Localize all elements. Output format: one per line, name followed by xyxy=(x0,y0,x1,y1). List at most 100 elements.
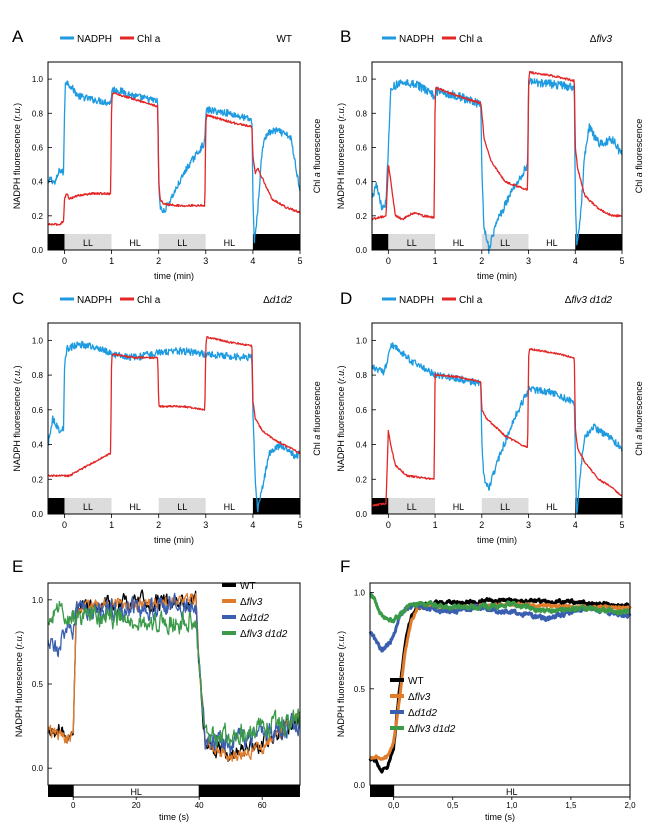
y-tick-label: 0.0 xyxy=(354,781,366,790)
y-tick-label: 0.0 xyxy=(32,510,44,519)
y-tick-label: 0.4 xyxy=(32,441,44,450)
x-tick-label: 2 xyxy=(479,256,484,266)
panel-letter: C xyxy=(12,289,24,308)
series-line-nadph xyxy=(371,342,623,515)
panel-B: B LL HL LL HL 0.0 0.2 0.4 0.6 0.8 1.0 0 1 2 3 4 5 time (m… xyxy=(336,27,644,281)
y-axis-label: NADPH fluorescence (r.u.) xyxy=(12,103,22,209)
x-axis-label: time (min) xyxy=(154,535,194,545)
light-bar-label: HL xyxy=(453,502,465,512)
light-bar-segment xyxy=(111,498,159,514)
y-tick-label: 0.2 xyxy=(32,475,44,484)
light-bar-segment xyxy=(575,234,622,250)
series-line-δflv3-d1d2 xyxy=(369,591,631,624)
light-bar-label: LL xyxy=(500,238,510,248)
light-bar-segment xyxy=(528,234,576,250)
x-tick-label: 1 xyxy=(433,256,438,266)
strain-label: Δflv3 d1d2 xyxy=(565,295,613,306)
legend-label: Chl a xyxy=(137,295,161,306)
legend-label: Δflv3 xyxy=(408,692,431,703)
panel-letter: B xyxy=(340,27,351,46)
x-tick-label: 1 xyxy=(109,520,114,530)
strain-label: Δflv3 xyxy=(590,34,613,45)
y-tick-label: 1.0 xyxy=(356,336,368,345)
plot-frame xyxy=(47,322,301,515)
light-bar-segment xyxy=(481,498,529,514)
x-tick-label: 40 xyxy=(195,801,204,810)
x-tick-label: 0 xyxy=(62,520,67,530)
light-bar-label: LL xyxy=(407,238,417,248)
panel-letter: A xyxy=(12,27,24,46)
plot-frame xyxy=(369,582,631,786)
series-line-chl-a xyxy=(371,70,623,221)
x-tick-label: 0,0 xyxy=(388,801,400,810)
right-axis-label: Chl a fluorescence xyxy=(312,119,322,194)
y-tick-label: 0.8 xyxy=(356,371,368,380)
light-bar-label: LL xyxy=(407,502,417,512)
x-tick-label: 3 xyxy=(203,520,208,530)
y-tick-label: 0.6 xyxy=(32,406,44,415)
right-axis-label: Chl a fluorescence xyxy=(634,381,644,456)
x-tick-label: 4 xyxy=(250,256,255,266)
x-tick-label: 1 xyxy=(109,256,114,266)
x-tick-label: 4 xyxy=(573,520,578,530)
x-tick-label: 0,5 xyxy=(447,801,459,810)
right-axis-label: Chl a fluorescence xyxy=(312,381,322,456)
strain-label: Δd1d2 xyxy=(263,295,292,306)
x-axis-label: time (min) xyxy=(477,271,517,281)
x-tick-label: 2,0 xyxy=(624,801,636,810)
series-line-chl-a xyxy=(47,336,301,478)
light-bar-segment xyxy=(64,498,112,514)
legend-label: NADPH xyxy=(399,34,434,45)
y-tick-label: 0.6 xyxy=(32,143,44,152)
series-line-nadph xyxy=(47,80,301,244)
y-tick-label: 0.2 xyxy=(356,475,368,484)
panel-letter: D xyxy=(340,289,352,308)
light-bar-segment xyxy=(435,234,482,250)
y-axis-label: NADPH fluorescence (r.u.) xyxy=(336,103,346,209)
light-bar-segment xyxy=(575,498,622,514)
legend-label: Δd1d2 xyxy=(240,613,269,624)
y-tick-label: 1.0 xyxy=(32,596,44,605)
light-bar-segment xyxy=(48,234,65,250)
x-tick-label: 2 xyxy=(156,520,161,530)
plot-frame xyxy=(47,61,301,251)
legend-label: NADPH xyxy=(77,295,112,306)
panel-letter: F xyxy=(340,557,350,576)
y-tick-label: 0.6 xyxy=(356,143,368,152)
light-bar-dark xyxy=(48,785,74,797)
light-bar-label: LL xyxy=(177,238,187,248)
x-tick-label: 1 xyxy=(433,520,438,530)
y-tick-label: 0.2 xyxy=(356,212,368,221)
legend-label: WT xyxy=(240,581,256,592)
legend-label: Chl a xyxy=(459,295,483,306)
x-tick-label: 4 xyxy=(250,520,255,530)
light-bar-label: HL xyxy=(453,238,465,248)
light-bar-segment xyxy=(388,234,436,250)
x-tick-label: 1,5 xyxy=(565,801,577,810)
y-tick-label: 0.2 xyxy=(32,212,44,221)
x-tick-label: 3 xyxy=(526,520,531,530)
light-bar-segment xyxy=(372,234,389,250)
light-bar-label: HL xyxy=(546,238,558,248)
light-bar-label: HL xyxy=(129,502,141,512)
light-bar-segment xyxy=(158,234,206,250)
y-tick-label: 1.0 xyxy=(354,589,366,598)
x-axis-label: time (s) xyxy=(485,812,515,822)
panel-letter: E xyxy=(12,557,23,576)
light-bar-segment xyxy=(205,498,253,514)
x-tick-label: 20 xyxy=(132,801,141,810)
x-axis-label: time (min) xyxy=(154,271,194,281)
x-tick-label: 0 xyxy=(386,520,391,530)
strain-label: WT xyxy=(276,34,292,45)
light-bar-segment xyxy=(481,234,529,250)
light-bar-dark xyxy=(199,785,300,797)
panel-E: E HL 0.0 0.5 1.0 0 20 40 60 time (s) NADPH fluores… xyxy=(12,557,301,822)
right-axis-label: Chl a fluorescence xyxy=(634,119,644,194)
panel-A: A LL HL LL HL 0.0 0.2 0.4 0.6 0.8 1.0 0 1 2 3 4 5 time (m… xyxy=(12,27,322,281)
y-tick-label: 0.0 xyxy=(356,246,368,255)
series-line-wt xyxy=(47,589,301,763)
y-axis-label: NADPH fluorescence (r.u.) xyxy=(336,631,346,737)
light-bar-segment xyxy=(205,234,253,250)
legend-label: Δflv3 xyxy=(240,597,263,608)
y-tick-label: 0.4 xyxy=(32,178,44,187)
